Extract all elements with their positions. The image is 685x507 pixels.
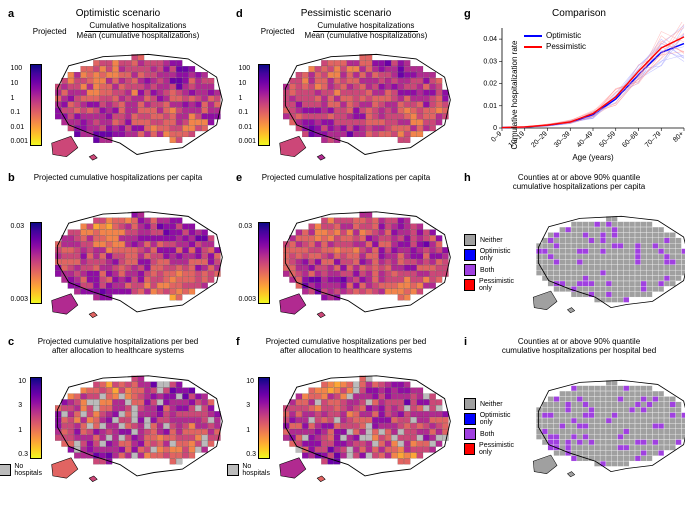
- panel-h: h Counties at or above 90% quantile cumu…: [464, 172, 685, 332]
- us-map-d: [274, 43, 456, 168]
- svg-text:0: 0: [493, 125, 497, 132]
- panel-letter-g: g: [464, 8, 471, 20]
- colorbar-b: 0.030.003: [8, 222, 42, 304]
- svg-text:0.03: 0.03: [483, 58, 497, 65]
- panel-e: e Projected cumulative hospitalizations …: [236, 172, 456, 332]
- figure-grid: a Optimistic scenario Projected Cumulati…: [8, 8, 677, 496]
- colorbar-c: 10310.3 No hospitals: [8, 377, 42, 477]
- panel-i: i Counties at or above 90% quantile cumu…: [464, 336, 685, 496]
- svg-text:70–79: 70–79: [644, 130, 663, 149]
- svg-text:60–69: 60–69: [621, 130, 640, 149]
- svg-text:50–59: 50–59: [598, 130, 617, 149]
- svg-text:80+: 80+: [672, 130, 685, 143]
- panel-a-subheader: Projected Cumulative hospitalizations Me…: [8, 22, 228, 41]
- us-map-i: [528, 358, 685, 496]
- panel-a: a Optimistic scenario Projected Cumulati…: [8, 8, 228, 168]
- colorbar-e: 0.030.003: [236, 222, 270, 304]
- svg-text:0.02: 0.02: [483, 81, 497, 88]
- svg-text:0–9: 0–9: [490, 130, 503, 143]
- panel-d: d Pessimistic scenario Projected Cumulat…: [236, 8, 456, 168]
- categorical-legend-i: NeitherOptimistic onlyBothPessimistic on…: [464, 397, 524, 457]
- panel-b: b Projected cumulative hospitalizations …: [8, 172, 228, 332]
- svg-text:0.01: 0.01: [483, 103, 497, 110]
- fraction-label: Cumulative hospitalizations Mean (cumula…: [73, 22, 204, 41]
- us-map-f: [274, 358, 456, 496]
- panel-d-subheader: Projected Cumulative hospitalizations Me…: [236, 22, 456, 41]
- us-map-b: [46, 194, 228, 332]
- projected-label: Projected: [33, 27, 67, 36]
- colorbar-gradient: [30, 64, 42, 146]
- panel-g: g Comparison Cumulative hospitalization …: [464, 8, 685, 168]
- us-map-h: [528, 194, 685, 332]
- svg-text:20–29: 20–29: [530, 130, 549, 149]
- column-header-pessimistic: Pessimistic scenario: [236, 8, 456, 20]
- categorical-legend-h: NeitherOptimistic onlyBothPessimistic on…: [464, 233, 524, 293]
- us-map-a: [46, 43, 228, 168]
- y-axis-label: Cumulative hospitalization rate: [510, 41, 519, 150]
- column-header-comparison: Comparison: [464, 8, 685, 20]
- svg-text:30–39: 30–39: [553, 130, 572, 149]
- us-map-c: [46, 358, 228, 496]
- svg-text:0.04: 0.04: [483, 36, 497, 43]
- colorbar-a: 1001010.10.010.001: [8, 64, 42, 146]
- panel-letter-a: a: [8, 8, 14, 20]
- panel-h-title: Counties at or above 90% quantile cumula…: [464, 174, 685, 192]
- no-hospitals-swatch: No hospitals: [0, 463, 42, 477]
- colorbar-f: 10310.3 No hospitals: [236, 377, 270, 477]
- panel-c: c Projected cumulative hospitalizations …: [8, 336, 228, 496]
- line-chart: Cumulative hospitalization rate 0 0.01 0.0…: [464, 22, 685, 168]
- svg-text:40–49: 40–49: [576, 130, 595, 149]
- panel-f: f Projected cumulative hospitalizations …: [236, 336, 456, 496]
- colorbar-d: 1001010.10.010.001: [236, 64, 270, 146]
- chart-legend: OptimisticPessimistic: [524, 30, 586, 52]
- svg-text:Age (years): Age (years): [572, 153, 614, 162]
- panel-letter-d: d: [236, 8, 243, 20]
- column-header-optimistic: Optimistic scenario: [8, 8, 228, 20]
- us-map-e: [274, 194, 456, 332]
- panel-a-map-wrap: 1001010.10.010.001: [8, 43, 228, 168]
